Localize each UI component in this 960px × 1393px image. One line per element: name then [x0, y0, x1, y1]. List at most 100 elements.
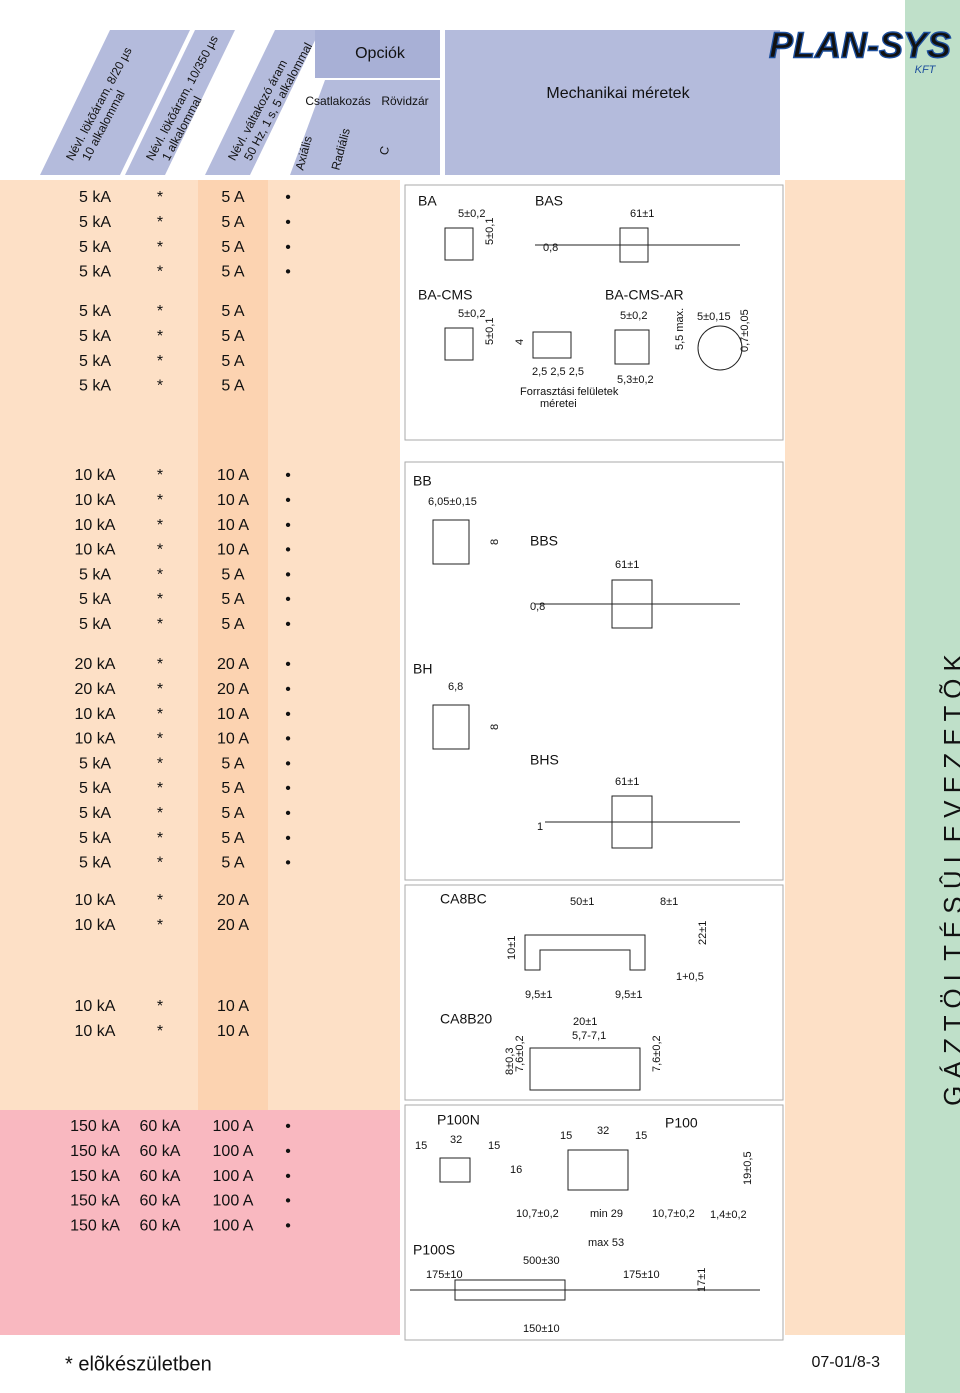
cell: •	[285, 467, 291, 484]
dimension-label: 6,8	[448, 681, 463, 693]
dimension-label: BHS	[530, 752, 559, 768]
dimension-label: 1,4±0,2	[710, 1209, 747, 1221]
cell: 60 kA	[140, 1118, 181, 1135]
panel	[404, 1104, 784, 1341]
cell: 10 A	[217, 492, 249, 509]
cell: •	[285, 239, 291, 256]
cell: 5 A	[221, 566, 244, 583]
cell: 5 kA	[79, 303, 111, 320]
dimension-label: 15	[560, 1130, 572, 1142]
shape	[444, 327, 474, 361]
shape	[611, 795, 653, 849]
options-box	[315, 30, 440, 78]
options: Opciók	[355, 45, 406, 62]
cell: 10 kA	[75, 492, 116, 509]
shape	[432, 704, 470, 750]
cell: *	[157, 214, 163, 231]
dimension-label: 4	[514, 339, 526, 345]
cell: 5 A	[221, 780, 244, 797]
cell: •	[285, 1168, 291, 1185]
dimension-label: BA-CMS-AR	[605, 287, 684, 303]
dimension-label: 61±1	[615, 559, 639, 571]
dimension-label: 10±1	[506, 936, 518, 960]
dimension-label: max 53	[588, 1237, 624, 1249]
cell: *	[157, 998, 163, 1015]
cell: •	[285, 616, 291, 633]
right-band	[785, 180, 905, 1335]
cell: 5 kA	[79, 328, 111, 345]
cell: 10 kA	[75, 731, 116, 748]
dimension-label: 150±10	[523, 1323, 560, 1335]
dimension-label: 32	[450, 1134, 462, 1146]
dimension-label: 0,7±0,05	[739, 309, 751, 352]
cell: 5 A	[221, 378, 244, 395]
dimension-label: BB	[413, 473, 432, 489]
cell: 60 kA	[140, 1217, 181, 1234]
cell: *	[157, 855, 163, 872]
dimension-label: 5±0,2	[620, 310, 647, 322]
cell: 5 kA	[79, 591, 111, 608]
cell: •	[285, 492, 291, 509]
dimension-label: 7,6±0,2	[514, 1035, 526, 1072]
cell: *	[157, 566, 163, 583]
cell: 10 kA	[75, 706, 116, 723]
shape	[697, 325, 743, 371]
cell: *	[157, 616, 163, 633]
dimension-label: 2,5 2,5 2,5	[532, 366, 584, 378]
dimension-label: 16	[510, 1164, 522, 1176]
cell: •	[285, 566, 291, 583]
cell: 150 kA	[70, 1217, 120, 1234]
dimension-label: P100S	[413, 1242, 455, 1258]
dimension-label: 32	[597, 1125, 609, 1137]
cell: •	[285, 780, 291, 797]
cell: 5 A	[221, 805, 244, 822]
cell: *	[157, 706, 163, 723]
logo: PLAN-SYS	[769, 25, 951, 66]
panel	[404, 461, 784, 881]
cell: 5 A	[221, 239, 244, 256]
shape	[432, 519, 470, 565]
shape	[532, 331, 572, 359]
cell: 150 kA	[70, 1168, 120, 1185]
cell: *	[157, 239, 163, 256]
cell: 10 kA	[75, 998, 116, 1015]
cell: 5 A	[221, 214, 244, 231]
cell: •	[285, 656, 291, 673]
cell: 5 kA	[79, 830, 111, 847]
dimension-label: 9,5±1	[525, 989, 552, 1001]
cell: •	[285, 805, 291, 822]
cell: 5 A	[221, 755, 244, 772]
cell: •	[285, 681, 291, 698]
dimension-label: BA	[418, 193, 437, 209]
cell: 20 A	[217, 892, 249, 909]
cell: 100 A	[213, 1143, 254, 1160]
dimension-label: 61±1	[630, 208, 654, 220]
cell: 150 kA	[70, 1193, 120, 1210]
cell: 5 kA	[79, 353, 111, 370]
dimension-label: BAS	[535, 193, 563, 209]
dimension-label: 500±30	[523, 1255, 560, 1267]
cell: 100 A	[213, 1168, 254, 1185]
dimension-label: 20±1	[573, 1016, 597, 1028]
cell: *	[157, 731, 163, 748]
cell: 5 A	[221, 189, 244, 206]
dimension-label: 22±1	[697, 921, 709, 945]
shape	[567, 1149, 629, 1191]
cell: *	[157, 264, 163, 281]
cell: 10 A	[217, 706, 249, 723]
dimension-label: 6,05±0,15	[428, 496, 477, 508]
dimension-label: BBS	[530, 533, 558, 549]
header-band	[205, 30, 320, 175]
dimension-label: 15	[488, 1140, 500, 1152]
shape	[619, 227, 649, 263]
cell: *	[157, 591, 163, 608]
cell: •	[285, 706, 291, 723]
cell: *	[157, 467, 163, 484]
mechanical: Mechanikai méretek	[546, 85, 690, 102]
cell: 5 A	[221, 830, 244, 847]
cell: •	[285, 1217, 291, 1234]
dimension-label: 17±1	[696, 1268, 708, 1292]
cell: 10 A	[217, 731, 249, 748]
cell: •	[285, 591, 291, 608]
dimension-label: 0,8	[543, 242, 558, 254]
